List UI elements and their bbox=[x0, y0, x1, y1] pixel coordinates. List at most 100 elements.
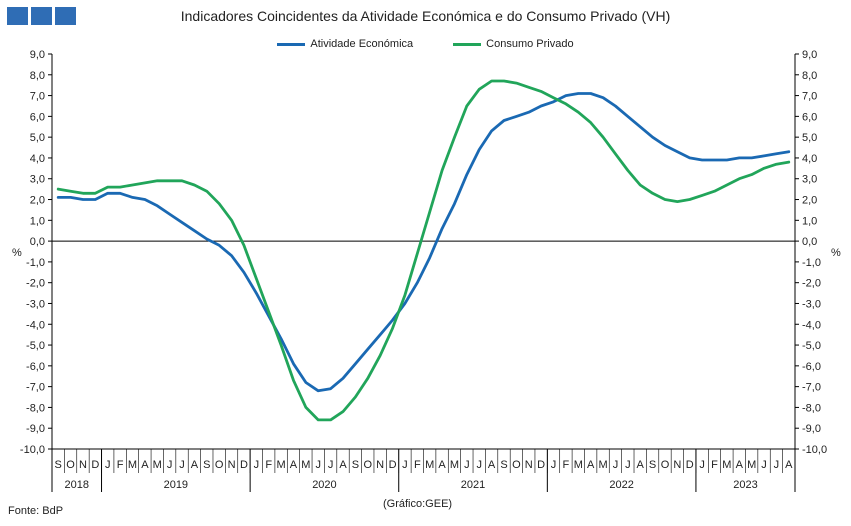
chart-legend: Atividade Económica Consumo Privado bbox=[0, 38, 851, 50]
x-tick-label: A bbox=[488, 459, 496, 471]
x-tick-label: O bbox=[363, 459, 372, 471]
x-tick-label: A bbox=[587, 459, 595, 471]
y-tick-label-right: 6,0 bbox=[802, 111, 817, 123]
x-tick-label: J bbox=[464, 459, 470, 471]
y-tick-label-right: 1,0 bbox=[802, 215, 817, 227]
x-tick-label: M bbox=[722, 459, 731, 471]
x-tick-label: J bbox=[476, 459, 482, 471]
y-tick-label-right: -9,0 bbox=[802, 423, 821, 435]
y-tick-label-left: -4,0 bbox=[26, 319, 45, 331]
y-tick-label-left: -1,0 bbox=[26, 257, 45, 269]
x-tick-label: O bbox=[66, 459, 75, 471]
series-line-atividade-economica bbox=[56, 92, 791, 393]
x-tick-label: J bbox=[167, 459, 173, 471]
year-label: 2021 bbox=[461, 479, 485, 491]
x-tick-label: M bbox=[301, 459, 310, 471]
x-tick-label: M bbox=[574, 459, 583, 471]
y-tick-label-right: -3,0 bbox=[802, 298, 821, 310]
y-axis-unit-left: % bbox=[12, 247, 22, 259]
x-tick-label: M bbox=[425, 459, 434, 471]
legend-swatch-consumption bbox=[453, 42, 482, 46]
y-tick-label-right: -8,0 bbox=[802, 402, 821, 414]
x-tick-label: S bbox=[55, 459, 62, 471]
x-tick-label: D bbox=[240, 459, 248, 471]
y-tick-label-right: 3,0 bbox=[802, 174, 817, 186]
x-tick-label: J bbox=[625, 459, 631, 471]
source-note: Fonte: BdP bbox=[8, 505, 64, 517]
y-tick-label-left: 3,0 bbox=[30, 174, 45, 186]
x-tick-label: J bbox=[328, 459, 334, 471]
x-tick-label: D bbox=[537, 459, 545, 471]
x-tick-label: N bbox=[376, 459, 384, 471]
y-tick-label-left: 5,0 bbox=[30, 132, 45, 144]
x-tick-label: A bbox=[141, 459, 149, 471]
legend-label-activity: Atividade Económica bbox=[310, 38, 414, 50]
chart-credit: (Gráfico:GEE) bbox=[383, 498, 453, 510]
y-tick-label-left: -6,0 bbox=[26, 361, 45, 373]
y-tick-label-left: 0,0 bbox=[30, 236, 45, 248]
x-tick-label: F bbox=[711, 459, 718, 471]
x-tick-label: F bbox=[563, 459, 570, 471]
legend-swatch-activity bbox=[277, 42, 306, 46]
x-tick-label: J bbox=[179, 459, 185, 471]
y-tick-label-right: 0,0 bbox=[802, 236, 817, 248]
x-tick-label: N bbox=[79, 459, 87, 471]
x-tick-label: O bbox=[215, 459, 224, 471]
x-tick-label: A bbox=[785, 459, 793, 471]
x-tick-label: J bbox=[254, 459, 260, 471]
x-tick-label: J bbox=[315, 459, 321, 471]
x-tick-label: A bbox=[191, 459, 199, 471]
y-tick-label-left: -9,0 bbox=[26, 423, 45, 435]
y-tick-label-left: -3,0 bbox=[26, 298, 45, 310]
legend-item-activity: Atividade Económica bbox=[277, 38, 413, 50]
y-tick-label-right: -4,0 bbox=[802, 319, 821, 331]
y-tick-label-left: -8,0 bbox=[26, 402, 45, 414]
x-tick-label: S bbox=[649, 459, 656, 471]
y-tick-label-right: -5,0 bbox=[802, 340, 821, 352]
year-label: 2019 bbox=[164, 479, 188, 491]
legend-item-consumption: Consumo Privado bbox=[453, 38, 574, 50]
x-tick-label: A bbox=[736, 459, 744, 471]
y-tick-label-left: 8,0 bbox=[30, 70, 45, 82]
x-tick-label: J bbox=[551, 459, 557, 471]
chart-title: Indicadores Coincidentes da Atividade Ec… bbox=[180, 8, 671, 24]
y-tick-label-right: -10,0 bbox=[802, 444, 827, 456]
x-tick-label: N bbox=[673, 459, 681, 471]
y-tick-label-left: -2,0 bbox=[26, 278, 45, 290]
x-tick-label: S bbox=[203, 459, 210, 471]
x-tick-label: F bbox=[265, 459, 272, 471]
legend-label-consumption: Consumo Privado bbox=[486, 38, 574, 50]
y-tick-label-left: 9,0 bbox=[30, 49, 45, 61]
x-tick-label: J bbox=[699, 459, 705, 471]
y-tick-label-right: 8,0 bbox=[802, 70, 817, 82]
y-tick-label-left: 2,0 bbox=[30, 195, 45, 207]
x-tick-label: D bbox=[686, 459, 694, 471]
x-tick-label: A bbox=[438, 459, 446, 471]
x-tick-label: J bbox=[402, 459, 408, 471]
x-tick-label: J bbox=[613, 459, 619, 471]
x-tick-label: M bbox=[450, 459, 459, 471]
y-tick-label-left: -5,0 bbox=[26, 340, 45, 352]
x-tick-label: J bbox=[105, 459, 111, 471]
year-label: 2018 bbox=[65, 479, 89, 491]
x-tick-label: F bbox=[414, 459, 421, 471]
logo-square bbox=[7, 7, 28, 25]
y-axis-unit-right: % bbox=[831, 247, 841, 259]
x-tick-label: N bbox=[228, 459, 236, 471]
x-tick-label: O bbox=[661, 459, 670, 471]
x-tick-label: J bbox=[774, 459, 780, 471]
x-tick-label: M bbox=[128, 459, 137, 471]
y-tick-label-right: -7,0 bbox=[802, 382, 821, 394]
y-tick-label-right: -6,0 bbox=[802, 361, 821, 373]
x-tick-label: A bbox=[637, 459, 645, 471]
y-tick-label-right: 5,0 bbox=[802, 132, 817, 144]
y-tick-label-right: 2,0 bbox=[802, 195, 817, 207]
y-tick-label-left: 1,0 bbox=[30, 215, 45, 227]
x-tick-label: M bbox=[747, 459, 756, 471]
x-tick-label: N bbox=[525, 459, 533, 471]
year-label: 2020 bbox=[312, 479, 336, 491]
logo-square bbox=[55, 7, 76, 25]
y-tick-label-right: 9,0 bbox=[802, 49, 817, 61]
y-tick-label-right: 7,0 bbox=[802, 91, 817, 103]
y-tick-label-right: -1,0 bbox=[802, 257, 821, 269]
